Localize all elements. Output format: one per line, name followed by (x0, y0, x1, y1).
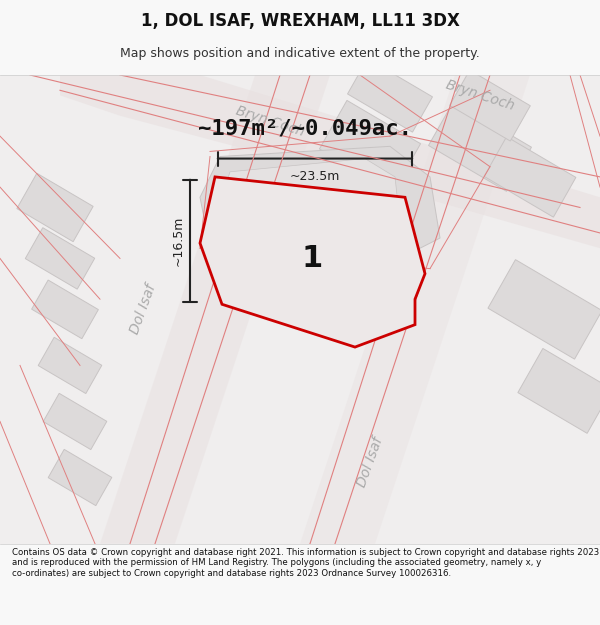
Text: 1, DOL ISAF, WREXHAM, LL11 3DX: 1, DOL ISAF, WREXHAM, LL11 3DX (140, 12, 460, 30)
Polygon shape (319, 101, 421, 192)
Text: Dol Isaf: Dol Isaf (128, 282, 158, 336)
Polygon shape (518, 349, 600, 433)
Polygon shape (32, 280, 98, 339)
Polygon shape (488, 259, 600, 359)
Text: ~23.5m: ~23.5m (290, 171, 340, 183)
Text: ~16.5m: ~16.5m (172, 216, 185, 266)
Polygon shape (17, 173, 93, 242)
Text: Bryn Coch: Bryn Coch (444, 78, 516, 113)
Text: 1: 1 (301, 244, 323, 273)
Polygon shape (38, 338, 102, 394)
Polygon shape (43, 393, 107, 449)
Polygon shape (200, 146, 440, 289)
Text: Contains OS data © Crown copyright and database right 2021. This information is : Contains OS data © Crown copyright and d… (12, 548, 599, 578)
Polygon shape (48, 449, 112, 506)
Polygon shape (60, 75, 600, 248)
Text: ~197m²/~0.049ac.: ~197m²/~0.049ac. (198, 118, 412, 138)
Polygon shape (347, 59, 433, 132)
Polygon shape (0, 75, 600, 544)
Text: Bryn Coch: Bryn Coch (234, 103, 306, 139)
Polygon shape (200, 177, 425, 347)
Polygon shape (484, 137, 576, 217)
Polygon shape (100, 75, 330, 544)
Polygon shape (300, 75, 530, 544)
Text: Map shows position and indicative extent of the property.: Map shows position and indicative extent… (120, 48, 480, 61)
Text: Dol Isaf: Dol Isaf (355, 436, 385, 489)
Polygon shape (220, 159, 400, 261)
Polygon shape (449, 70, 530, 141)
Polygon shape (25, 228, 95, 289)
Polygon shape (428, 101, 532, 191)
